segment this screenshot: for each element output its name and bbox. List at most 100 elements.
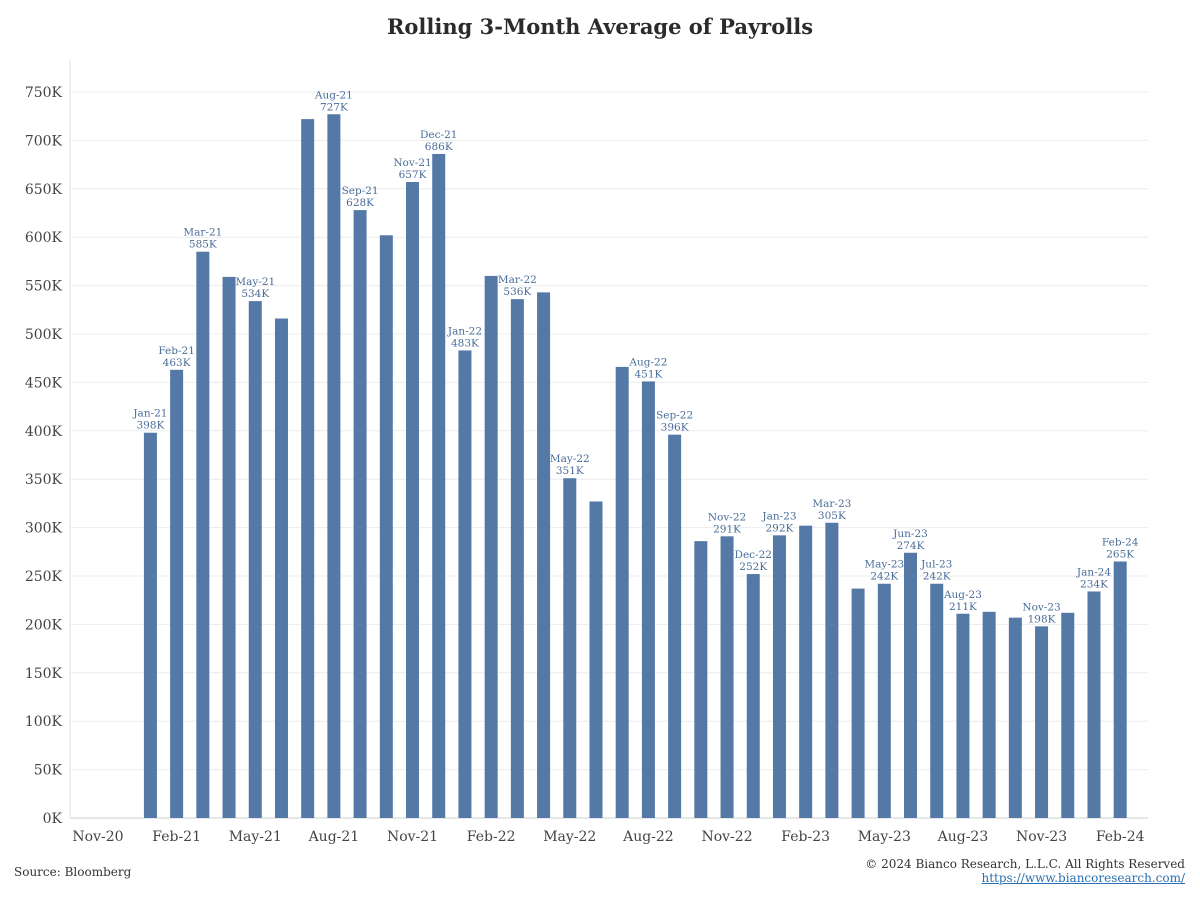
bar-Oct-21	[379, 235, 393, 818]
bar-Dec-23	[1061, 612, 1075, 818]
y-tick-label: 650K	[25, 182, 63, 198]
y-tick-label: 250K	[25, 569, 63, 585]
x-tick-label: Feb-22	[467, 829, 516, 845]
data-label-month: Jan-24	[1076, 566, 1111, 578]
bar-May-21	[248, 301, 262, 818]
y-tick-label: 350K	[25, 472, 63, 488]
x-tick-label: Aug-23	[937, 829, 989, 845]
data-label-month: Jan-21	[132, 408, 167, 420]
y-tick-label: 600K	[25, 230, 63, 246]
y-tick-label: 50K	[34, 763, 63, 779]
data-label-value: 198K	[1028, 613, 1056, 625]
data-label-value: 628K	[346, 197, 374, 209]
data-label-value: 234K	[1080, 578, 1108, 590]
bar-Sep-23	[982, 611, 996, 818]
data-label-value: 398K	[136, 420, 164, 432]
data-label-month: May-23	[864, 559, 904, 571]
bar-Apr-23	[851, 588, 865, 818]
data-label-value: 451K	[634, 368, 662, 380]
data-label-value: 536K	[503, 286, 531, 298]
data-label-month: Dec-21	[420, 129, 457, 141]
bar-Nov-23	[1035, 626, 1049, 818]
x-tick-label: Aug-22	[622, 829, 674, 845]
data-label-month: Sep-22	[656, 410, 693, 422]
y-tick-label: 200K	[25, 617, 63, 633]
y-tick-label: 700K	[25, 133, 63, 149]
data-label-month: Aug-23	[943, 589, 982, 601]
data-label-value: 265K	[1106, 548, 1134, 560]
data-label-value: 274K	[897, 540, 925, 552]
data-label-month: May-22	[550, 453, 590, 465]
bar-May-23	[877, 583, 891, 818]
bar-Dec-21	[432, 153, 446, 818]
bar-Nov-22	[720, 536, 734, 818]
data-label-month: May-21	[235, 276, 275, 288]
bar-Aug-21	[327, 114, 341, 819]
data-label-month: Mar-22	[498, 274, 537, 286]
bar-Jul-21	[301, 119, 315, 818]
y-tick-label: 400K	[25, 424, 63, 440]
bars	[143, 114, 1127, 819]
data-label-value: 727K	[320, 101, 348, 113]
data-label-value: 305K	[818, 510, 846, 522]
bar-Apr-21	[222, 276, 236, 818]
data-label-month: Aug-22	[628, 356, 667, 368]
bar-May-22	[563, 478, 577, 818]
bar-Jun-22	[589, 501, 603, 818]
bar-Nov-21	[406, 182, 420, 819]
data-label-value: 351K	[556, 465, 584, 477]
data-label-month: Mar-23	[812, 498, 851, 510]
y-tick-label: 450K	[25, 375, 63, 391]
bar-Jul-22	[615, 366, 629, 818]
data-label-value: 657K	[399, 169, 427, 181]
source-note: Source: Bloomberg	[14, 865, 132, 879]
y-tick-label: 550K	[25, 279, 63, 295]
data-label-value: 211K	[949, 601, 977, 613]
data-label-value: 291K	[713, 523, 741, 535]
x-tick-label: Nov-22	[701, 829, 752, 845]
copyright-note: © 2024 Bianco Research, L.L.C. All Right…	[865, 857, 1185, 871]
data-label-value: 242K	[923, 571, 951, 583]
bar-Feb-24	[1113, 561, 1127, 818]
chart-title: Rolling 3-Month Average of Payrolls	[386, 14, 814, 39]
x-tick-label: Nov-20	[72, 829, 123, 845]
data-label-month: Nov-21	[393, 157, 431, 169]
bar-Jan-24	[1087, 591, 1101, 818]
bar-Jun-23	[904, 552, 918, 818]
x-tick-label: May-23	[858, 829, 911, 845]
data-label-month: Aug-21	[314, 89, 353, 101]
x-tick-label: Feb-24	[1096, 829, 1145, 845]
bar-Sep-22	[668, 434, 682, 818]
data-label-value: 242K	[870, 571, 898, 583]
data-label-value: 483K	[451, 337, 479, 349]
bar-Dec-22	[746, 574, 760, 818]
y-tick-label: 150K	[25, 666, 63, 682]
data-label-month: Sep-21	[342, 185, 379, 197]
x-tick-label: May-21	[229, 829, 282, 845]
data-label-month: Jun-23	[892, 528, 928, 540]
data-label-month: Jul-23	[920, 559, 952, 571]
y-tick-label: 500K	[25, 327, 63, 343]
data-label-value: 463K	[163, 357, 191, 369]
bar-Jan-21	[143, 432, 157, 818]
data-label-value: 534K	[241, 288, 269, 300]
y-tick-label: 750K	[25, 85, 63, 101]
bar-Oct-23	[1008, 617, 1022, 818]
x-tick-label: Nov-21	[387, 829, 438, 845]
bar-Feb-23	[799, 525, 813, 818]
y-tick-label: 0K	[43, 811, 63, 827]
website-link[interactable]: https://www.biancoresearch.com/	[981, 871, 1185, 885]
bar-Jun-21	[274, 318, 288, 818]
bar-Feb-22	[484, 275, 498, 818]
bar-Jan-23	[772, 535, 786, 818]
bar-Aug-22	[641, 381, 655, 818]
y-tick-label: 300K	[25, 521, 63, 537]
bar-Aug-23	[956, 613, 970, 818]
data-label-month: Feb-24	[1102, 536, 1139, 548]
data-label-value: 585K	[189, 239, 217, 251]
x-tick-label: Aug-21	[308, 829, 360, 845]
bar-Mar-22	[510, 299, 524, 819]
x-tick-label: Nov-23	[1016, 829, 1067, 845]
data-label-month: Feb-21	[158, 345, 195, 357]
